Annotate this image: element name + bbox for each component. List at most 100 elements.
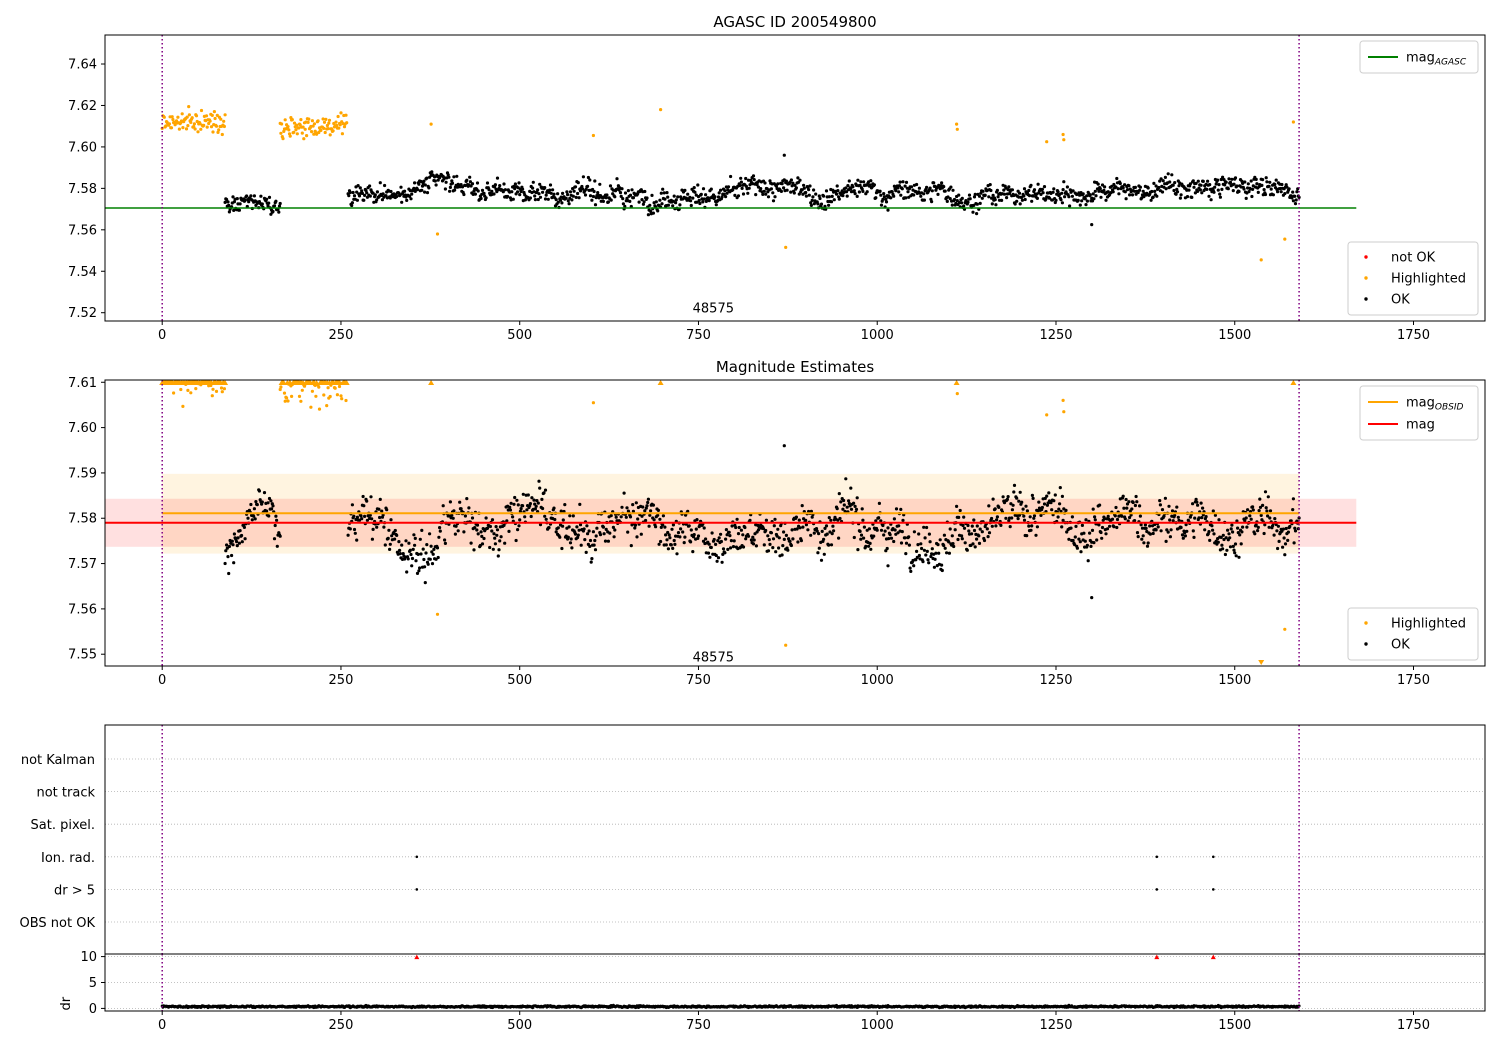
ok-point — [995, 518, 999, 522]
ok-point — [1104, 532, 1108, 536]
ok-point — [1221, 547, 1225, 551]
ok-point — [978, 201, 982, 205]
ok-point — [1060, 494, 1064, 498]
ok-point — [413, 181, 417, 185]
flag-point — [1212, 855, 1215, 859]
ok-point — [1075, 546, 1079, 550]
highlighted-point — [331, 129, 335, 133]
ok-point — [933, 557, 937, 561]
ok-point — [441, 504, 445, 508]
ok-point — [1226, 528, 1230, 532]
ok-point — [967, 529, 971, 533]
ok-point — [1156, 525, 1160, 529]
ok-point — [1159, 177, 1163, 181]
ok-point — [836, 189, 840, 193]
ok-point — [960, 534, 964, 538]
ok-point — [1022, 518, 1027, 522]
ok-point — [872, 534, 876, 538]
ok-point — [689, 203, 693, 208]
ok-point — [708, 555, 712, 559]
ok-point — [360, 517, 364, 521]
ok-point — [551, 188, 555, 192]
ok-point — [766, 195, 771, 199]
ok-point — [609, 198, 613, 202]
ok-point — [736, 194, 741, 198]
ok-point — [852, 189, 856, 193]
ok-point — [756, 528, 761, 532]
highlighted-point — [219, 386, 224, 390]
ok-point — [626, 189, 631, 193]
ok-point — [762, 543, 766, 547]
ok-point — [748, 183, 752, 187]
ok-point — [1164, 187, 1168, 191]
ok-point — [932, 181, 936, 185]
highlighted-point — [280, 122, 284, 126]
x-tick-label: 750 — [686, 1018, 711, 1033]
ok-point — [518, 193, 522, 197]
ok-point — [1024, 504, 1028, 508]
ok-point — [569, 537, 573, 541]
ok-point — [252, 514, 256, 518]
ok-point — [1098, 503, 1102, 507]
ok-point — [223, 200, 227, 204]
ok-point — [407, 541, 411, 545]
highlighted-point — [322, 120, 327, 124]
ok-point — [1291, 497, 1295, 501]
highlighted-point — [294, 128, 298, 132]
ok-point — [475, 181, 480, 185]
ok-point — [934, 551, 938, 555]
highlighted-point — [295, 123, 299, 127]
ok-point — [1005, 196, 1009, 200]
ok-point — [538, 182, 542, 186]
ok-point — [724, 528, 729, 532]
ok-point — [637, 200, 641, 204]
ok-point — [1185, 529, 1189, 533]
highlighted-point — [207, 121, 211, 126]
ok-point — [816, 202, 820, 206]
ok-point — [1120, 514, 1124, 518]
ok-point — [425, 176, 429, 180]
ok-point — [721, 547, 726, 551]
ok-point — [544, 193, 548, 197]
highlighted-point — [295, 132, 299, 136]
ok-point — [789, 543, 794, 548]
ok-point — [772, 524, 776, 528]
ok-point — [1071, 189, 1075, 193]
ok-point — [1118, 181, 1122, 186]
ok-point — [1268, 516, 1272, 520]
ok-point — [1219, 535, 1223, 540]
ok-point — [227, 544, 231, 549]
ok-point — [889, 196, 893, 200]
ok-point — [1091, 507, 1095, 511]
ok-point — [564, 196, 568, 200]
ok-point — [824, 524, 829, 528]
ok-point — [777, 536, 781, 540]
ok-point — [576, 191, 580, 196]
ok-point — [950, 534, 954, 538]
ok-point — [423, 190, 427, 194]
ok-point — [889, 536, 894, 540]
ok-point — [498, 184, 502, 188]
ok-point — [272, 537, 277, 541]
ok-point — [1230, 177, 1234, 181]
ok-point — [429, 544, 433, 548]
ok-point — [1018, 490, 1022, 494]
highlighted-point — [219, 117, 223, 121]
flag-point — [415, 888, 419, 891]
ok-point — [739, 176, 743, 180]
ok-point — [968, 197, 972, 201]
ok-point — [884, 200, 889, 204]
ok-point — [696, 536, 700, 541]
ok-point — [668, 536, 672, 540]
ok-point — [621, 197, 625, 201]
ok-point — [724, 537, 728, 541]
ok-point — [565, 190, 569, 194]
ok-point — [1084, 203, 1088, 207]
ok-point — [641, 505, 645, 509]
ok-point — [856, 548, 860, 552]
ok-point — [419, 179, 423, 184]
ok-point — [385, 508, 389, 512]
ok-point — [909, 185, 914, 189]
ok-point — [1179, 193, 1183, 197]
ok-point — [1143, 523, 1147, 527]
